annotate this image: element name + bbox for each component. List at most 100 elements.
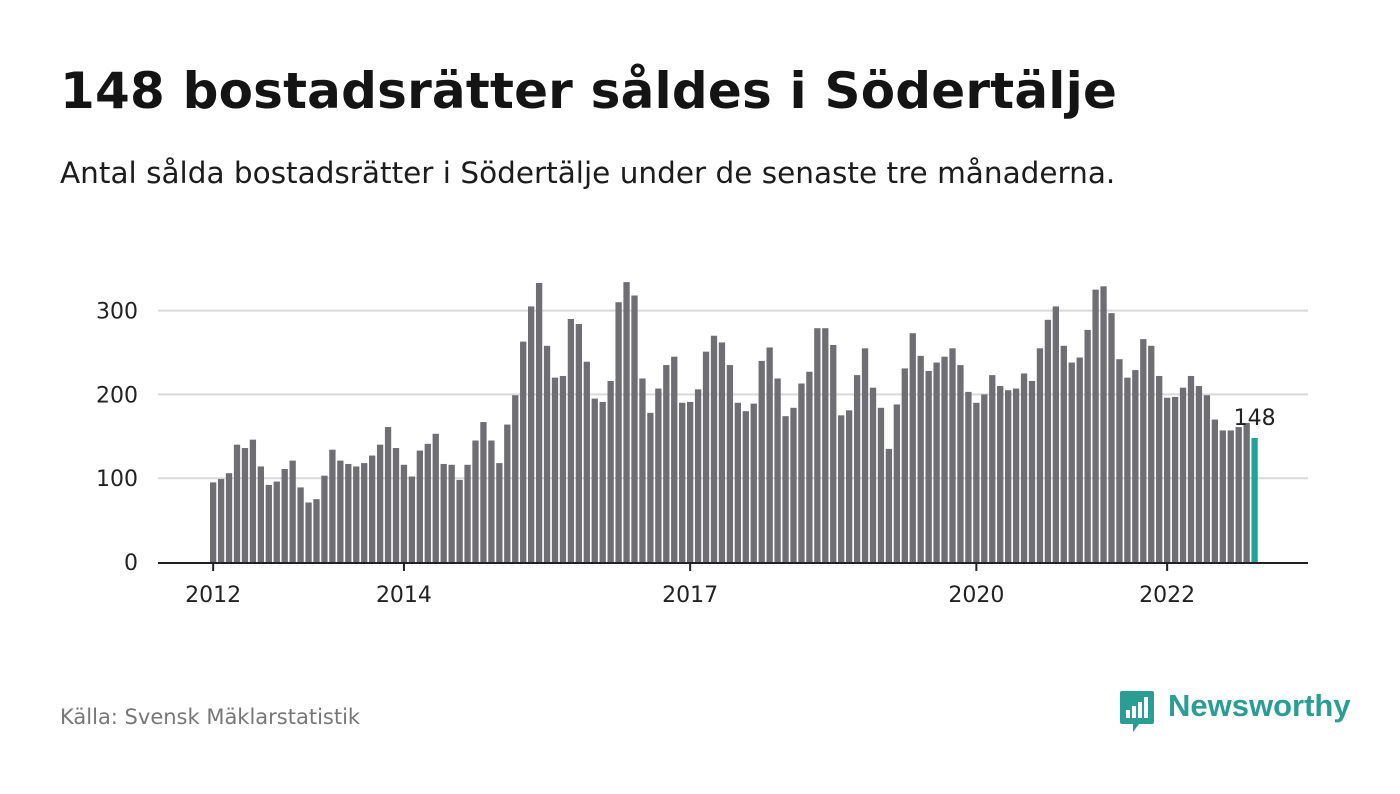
bar [535,282,543,562]
bar [885,448,893,562]
bar-chart-logo-icon [1120,691,1154,732]
bar [1028,380,1036,562]
bar [543,345,551,562]
bar [694,389,702,562]
x-tick-label: 2022 [1139,583,1195,608]
bar [448,464,455,562]
bar [575,324,582,562]
bar [257,466,264,562]
bar [1005,390,1012,562]
bar [1195,386,1203,562]
bar [408,476,416,562]
bar [933,362,940,562]
bar [496,463,503,562]
bar [989,375,996,562]
bar [504,424,511,562]
bar [599,401,606,562]
bar [925,370,932,562]
bar [1116,359,1123,562]
chart-title: 148 bostadsrätter såldes i Södertälje [60,62,1118,120]
bar [1235,427,1242,562]
bar [798,383,805,562]
bar [710,335,718,562]
bar [424,443,431,562]
bar [528,306,535,562]
bar [440,463,447,562]
bar [718,342,726,562]
bar [241,448,249,562]
bar [702,351,710,562]
bar [973,402,980,562]
bar [225,473,233,562]
bar [273,481,280,562]
highlighted-bar [1251,437,1258,562]
bar [893,404,900,562]
x-tick-label: 2014 [376,583,432,608]
bar [321,475,328,562]
bar [1100,286,1107,562]
bar [742,411,749,562]
bar [1132,370,1139,562]
bar [941,356,948,562]
bar [400,464,408,562]
bar [337,460,344,562]
bar [687,401,694,562]
bar [869,387,877,562]
x-tick-label: 2017 [662,583,718,608]
bar [1068,362,1075,562]
bar [369,455,376,562]
newsworthy-logo[interactable]: Newsworthy [1118,688,1351,737]
bar [591,398,598,562]
bar [551,377,559,562]
y-tick-label: 200 [96,383,138,408]
bar [265,484,272,562]
bar [480,422,487,562]
bar [1084,329,1091,562]
y-tick-label: 100 [96,467,138,492]
chart-subtitle: Antal sålda bostadsrätter i Södertälje u… [60,156,1116,190]
bar [520,341,527,562]
bar [615,302,622,562]
logo-text: Newsworthy [1168,688,1351,723]
bar [1140,339,1147,562]
bar [1060,345,1067,562]
bar [1076,357,1083,562]
bar [472,440,479,562]
bar [1211,419,1218,562]
highlight-data-label: 148 [1234,406,1276,431]
bar [1243,422,1250,562]
bar [853,375,861,562]
bar [1020,373,1028,562]
bar [353,466,360,562]
bar [726,365,734,562]
bar [1108,313,1115,562]
bar [1124,377,1131,562]
bar [1164,397,1171,562]
x-tick-label: 2020 [948,583,1004,608]
bar [782,416,789,562]
bar [392,448,400,562]
bar [901,368,908,562]
bar [1148,345,1155,562]
bar [512,395,519,562]
bar [249,439,257,562]
bar [567,318,575,562]
bar [997,386,1004,562]
bar [838,415,845,562]
bar [774,378,781,562]
bar [623,282,630,562]
bar [384,427,392,562]
bar [1179,387,1187,562]
bar [790,407,797,562]
bar [671,356,678,562]
bar [965,391,972,562]
bar [631,295,638,562]
bar [814,328,821,562]
bar [830,344,837,562]
bar [376,444,384,562]
bar [1052,306,1059,562]
bar [909,333,916,562]
bar [559,375,567,562]
